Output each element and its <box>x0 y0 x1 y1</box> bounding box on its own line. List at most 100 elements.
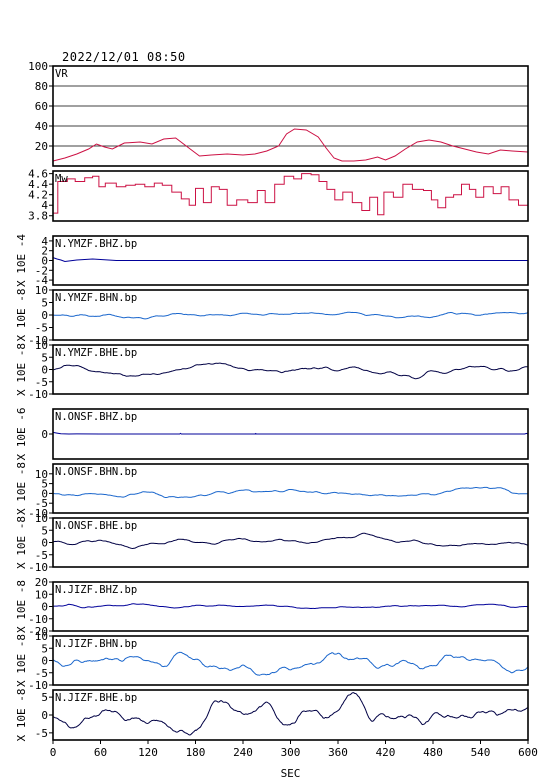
y-axis-label: X 10E -8 <box>15 343 28 396</box>
x-tick-label: 420 <box>376 746 396 759</box>
y-axis-label: X 10E -8 <box>15 689 28 742</box>
y-axis-label: X 10E -8 <box>15 634 28 687</box>
y-tick-label: -10 <box>28 613 48 626</box>
y-tick-label: 10 <box>35 284 48 297</box>
y-tick-label: 100 <box>28 60 48 73</box>
series-line-N.JIZF.BHN.bp <box>52 651 529 676</box>
y-tick-label: -10 <box>28 388 48 401</box>
y-tick-label: -5 <box>35 497 48 510</box>
y-tick-label: 4.2 <box>28 189 48 202</box>
y-axis-label: X 10E -8 <box>15 289 28 342</box>
y-tick-label: 0 <box>41 601 48 614</box>
panel-label: N.ONSF.BHZ.bp <box>55 411 137 423</box>
y-tick-label: -5 <box>35 376 48 389</box>
x-tick-label: 360 <box>328 746 348 759</box>
x-tick-label: 60 <box>94 746 107 759</box>
panel-Mw: 3.844.24.44.6 Mw <box>28 168 529 223</box>
y-tick-label: 80 <box>35 80 48 93</box>
x-tick-label: 120 <box>138 746 158 759</box>
y-tick-label: 2 <box>41 245 48 258</box>
x-tick-label: 180 <box>186 746 206 759</box>
y-tick-label: 10 <box>35 512 48 525</box>
series-line-N.JIZF.BHE.bp <box>52 692 529 736</box>
y-tick-label: -10 <box>28 561 48 574</box>
x-tick-label: 0 <box>50 746 57 759</box>
y-tick-label: 10 <box>35 588 48 601</box>
panel-frame <box>52 170 529 222</box>
panel-label: N.JIZF.BHN.bp <box>55 638 137 650</box>
series-line-N.YMZF.BHN.bp <box>52 311 529 320</box>
y-tick-label: -5 <box>35 667 48 680</box>
series-line-N.YMZF.BHZ.bp <box>52 257 528 263</box>
y-tick-label: 4 <box>41 199 48 212</box>
series-line-N.ONSF.BHZ.bp <box>52 431 529 435</box>
y-tick-label: 5 <box>41 478 48 491</box>
y-axis-label: X 10E -4 <box>15 234 28 287</box>
series-line-N.JIZF.BHZ.bp <box>52 603 529 610</box>
panel-label: VR <box>55 68 68 80</box>
panel-frame <box>52 463 529 514</box>
y-tick-label: 0 <box>41 309 48 322</box>
y-tick-label: 0 <box>41 709 48 722</box>
y-tick-label: 20 <box>35 140 48 153</box>
panel-label: N.YMZF.BHZ.bp <box>55 238 137 250</box>
y-tick-label: -5 <box>35 549 48 562</box>
x-tick-label: 600 <box>518 746 538 759</box>
y-axis-label: X 10E -8 <box>15 516 28 569</box>
series-line-Mw <box>53 173 529 216</box>
y-tick-label: 0 <box>41 364 48 377</box>
panel-VR: 20 40 60 80 100 VR <box>28 60 529 167</box>
y-axis-label: X 10E -8 <box>15 462 28 515</box>
y-tick-label: 4 <box>41 235 48 248</box>
y-tick-label: -5 <box>35 727 48 740</box>
y-tick-label: 4.4 <box>28 178 48 191</box>
y-tick-label: -10 <box>28 679 48 692</box>
y-tick-label: -20 <box>28 625 48 638</box>
panel-N.JIZF.BHE.bp: -5 0 5 N.JIZF.BHE.bp X 10E -8 <box>15 689 529 742</box>
y-tick-label: 0 <box>41 655 48 668</box>
x-tick-label: 540 <box>471 746 491 759</box>
panel-label: N.ONSF.BHE.bp <box>55 520 137 532</box>
y-tick-label: 40 <box>35 120 48 133</box>
y-tick-label: 60 <box>35 100 48 113</box>
y-tick-label: -5 <box>35 322 48 335</box>
y-tick-label: 0 <box>41 255 48 268</box>
series-line-N.ONSF.BHE.bp <box>52 532 529 549</box>
y-tick-label: -10 <box>28 507 48 520</box>
series-line-N.YMZF.BHE.bp <box>52 362 529 380</box>
y-tick-label: 10 <box>35 339 48 352</box>
y-tick-label: 0 <box>41 428 48 441</box>
y-tick-label: 10 <box>35 468 48 481</box>
y-tick-label: 5 <box>41 691 48 704</box>
series-line-N.ONSF.BHN.bp <box>52 486 529 499</box>
series-line-VR <box>52 128 529 162</box>
y-tick-label: 0 <box>41 487 48 500</box>
panel-label: N.JIZF.BHE.bp <box>55 692 137 704</box>
y-tick-label: 4.6 <box>28 168 48 181</box>
panel-label: N.YMZF.BHE.bp <box>55 347 137 359</box>
x-tick-label: 300 <box>281 746 301 759</box>
y-tick-label: 5 <box>41 297 48 310</box>
panel-label: N.YMZF.BHN.bp <box>55 292 137 304</box>
x-tick-label: 480 <box>423 746 443 759</box>
y-tick-label: -2 <box>35 264 48 277</box>
y-axis-label: X 10E -8 <box>15 580 28 633</box>
panel-label: N.JIZF.BHZ.bp <box>55 584 137 596</box>
x-axis-label: SEC <box>281 767 301 780</box>
header-timestamp: 2022/12/01 08:50 <box>62 50 186 64</box>
panel-label: Mw <box>55 173 68 185</box>
x-tick-label: 240 <box>233 746 253 759</box>
y-tick-label: 10 <box>35 630 48 643</box>
y-axis-label: X 10E -6 <box>15 408 28 461</box>
y-tick-label: 20 <box>35 576 48 589</box>
panel-N.ONSF.BHZ.bp: 0 N.ONSF.BHZ.bp X 10E -6 <box>15 408 529 461</box>
y-tick-label: 5 <box>41 351 48 364</box>
